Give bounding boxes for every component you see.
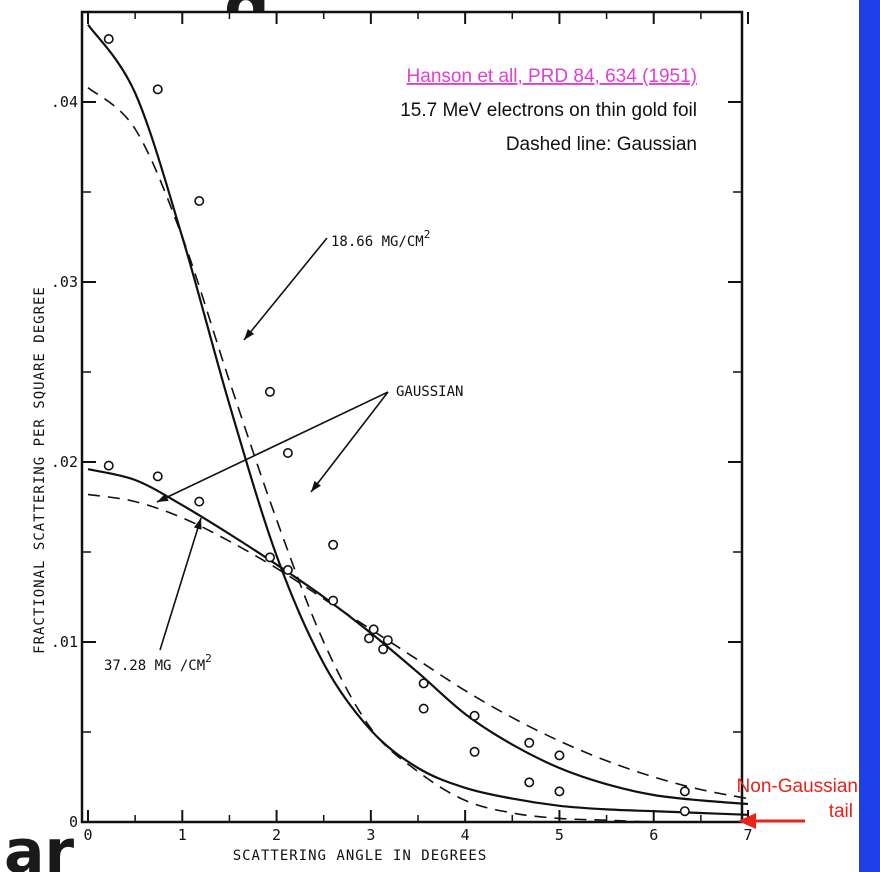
data-point xyxy=(368,624,379,635)
y-tick-label: .04 xyxy=(51,93,78,111)
data-point xyxy=(382,635,393,646)
tail-arrow-head xyxy=(738,813,756,829)
data-point xyxy=(679,806,690,817)
y-tick-label: .02 xyxy=(51,453,78,471)
data-point xyxy=(524,737,535,748)
arrow-gaussian-left xyxy=(156,391,389,503)
data-point xyxy=(524,777,535,788)
data-point xyxy=(103,460,114,471)
data-point xyxy=(469,746,480,757)
x-tick-label: 3 xyxy=(366,826,375,844)
data-point xyxy=(328,539,339,550)
x-axis-title: SCATTERING ANGLE IN DEGREES xyxy=(233,848,488,864)
label-37-28: 37.28 MG /CM2 xyxy=(104,652,212,674)
x-tick-label: 4 xyxy=(461,826,470,844)
data-point xyxy=(418,678,429,689)
data-point xyxy=(378,644,389,655)
data-point xyxy=(554,786,565,797)
y-tick-label: 0 xyxy=(69,813,78,831)
x-tick-label: 1 xyxy=(178,826,187,844)
x-tick-label: 5 xyxy=(555,826,564,844)
y-axis-title: FRACTIONAL SCATTERING PER SQUARE DEGREE xyxy=(32,286,48,654)
series-line-4 xyxy=(87,493,749,800)
x-tick-label: 6 xyxy=(649,826,658,844)
x-tick-label: 0 xyxy=(83,826,92,844)
x-tick-label: 7 xyxy=(743,826,752,844)
label-18-66: 18.66 MG/CM2 xyxy=(331,228,430,250)
series-line-2 xyxy=(87,86,748,823)
data-point xyxy=(152,471,163,482)
data-point xyxy=(282,564,293,575)
data-point xyxy=(328,595,339,606)
arrow-37-28 xyxy=(159,517,202,651)
data-point xyxy=(264,552,275,563)
data-point xyxy=(152,84,163,95)
series-line-3 xyxy=(87,468,749,806)
data-point xyxy=(103,33,114,44)
tail-label-line-1: Non-Gaussian xyxy=(737,776,858,797)
label-gaussian: GAUSSIAN xyxy=(396,384,463,400)
reference-citation[interactable]: Hanson et all, PRD 84, 634 (1951) xyxy=(407,66,697,87)
right-accent-bar xyxy=(859,0,880,872)
data-point xyxy=(679,786,690,797)
label-18-66-text: 18.66 MG/CM xyxy=(331,234,424,250)
partial-text-bottom: ar xyxy=(4,817,74,872)
label-37-28-text: 37.28 MG /CM xyxy=(104,658,205,674)
arrow-18-66-head xyxy=(244,328,255,340)
reference-line-2: 15.7 MeV electrons on thin gold foil xyxy=(400,100,697,121)
data-points xyxy=(103,33,690,817)
data-point xyxy=(264,386,275,397)
tail-label-line-2: tail xyxy=(829,801,853,822)
data-point xyxy=(554,750,565,761)
annotation-arrows xyxy=(156,237,389,651)
y-tick-label: .01 xyxy=(51,633,78,651)
arrow-37-28-head xyxy=(193,518,202,530)
data-point xyxy=(194,196,205,207)
arrow-gaussian-right xyxy=(310,391,389,493)
y-tick-label: .03 xyxy=(51,273,78,291)
data-point xyxy=(194,496,205,507)
arrow-gaussian-left-head xyxy=(157,493,169,502)
data-point xyxy=(418,703,429,714)
label-18-66-sup: 2 xyxy=(424,228,431,241)
curves xyxy=(87,23,749,823)
data-point xyxy=(469,710,480,721)
data-point xyxy=(282,447,293,458)
arrow-gaussian-right-head xyxy=(311,480,321,492)
arrow-18-66 xyxy=(243,237,328,341)
x-tick-label: 2 xyxy=(272,826,281,844)
reference-line-3: Dashed line: Gaussian xyxy=(506,134,697,155)
plot-frame xyxy=(80,10,744,824)
data-point xyxy=(363,633,374,644)
label-37-28-sup: 2 xyxy=(205,652,212,665)
